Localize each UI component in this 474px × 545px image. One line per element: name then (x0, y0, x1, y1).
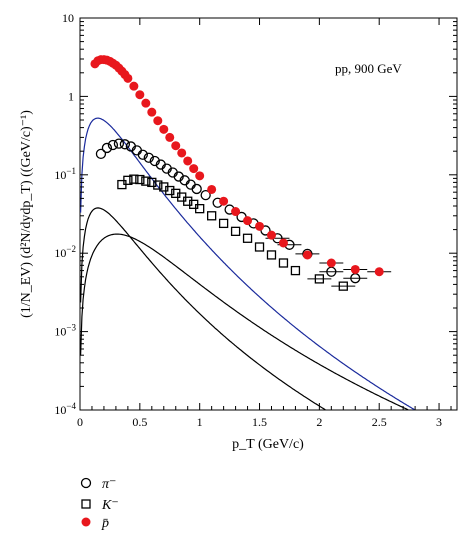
data-point-pi (95, 148, 107, 160)
y-axis-ticks: 10−4 10−3 10−2 10−1 1 10 (54, 11, 457, 417)
y-tick-label: 10−1 (54, 166, 76, 182)
data-point-pi (137, 149, 148, 160)
data-point-kaon (141, 176, 151, 186)
data-point-pi (101, 142, 113, 154)
data-point-pi (143, 152, 154, 163)
data-point-pi (119, 139, 131, 150)
data-point-antiproton (81, 517, 91, 527)
data-point-kaon (290, 265, 301, 276)
data-point-antiproton (183, 156, 193, 166)
data-point-antiproton (219, 196, 229, 206)
data-point-antiproton (189, 164, 199, 174)
data-point-antiproton (278, 238, 288, 248)
data-point-kaon (314, 274, 325, 284)
data-point-kaon (218, 218, 229, 229)
data-point-antiproton (135, 90, 145, 100)
data-points (90, 55, 392, 291)
x-tick-label: 2.5 (372, 415, 387, 429)
data-point-antiproton (159, 124, 169, 134)
data-point-antiproton (147, 107, 157, 117)
data-point-kaon (242, 233, 253, 243)
y-tick-label: 10−3 (54, 323, 76, 339)
data-point-kaon (81, 499, 91, 509)
data-point-pi (113, 138, 125, 149)
data-point-kaon (135, 174, 145, 185)
data-point-antiproton (123, 73, 133, 83)
y-axis-label: (1/N_EV) (d²N/dydp_T) ((GeV/c)⁻¹) (19, 110, 34, 318)
data-point-kaon (195, 204, 205, 214)
data-point-pi (149, 155, 160, 167)
data-point-kaon (338, 281, 348, 291)
data-point-kaon (278, 258, 289, 268)
y-tick-label: 1 (68, 89, 74, 103)
data-point-pi (80, 477, 92, 489)
data-point-antiproton (350, 264, 360, 274)
annotation: pp, 900 GeV (335, 61, 402, 76)
data-point-antiproton (255, 221, 265, 231)
data-point-antiproton (129, 81, 139, 91)
data-point-antiproton (374, 267, 384, 277)
legend-label: π⁻ (102, 477, 116, 492)
data-point-kaon (183, 196, 193, 206)
data-point-kaon (207, 211, 217, 221)
legend-label: K⁻ (101, 498, 119, 513)
data-point-kaon (129, 174, 139, 184)
data-point-antiproton (165, 132, 175, 142)
x-tick-label: 3 (436, 415, 442, 429)
data-point-kaon (266, 250, 277, 260)
fit-curve (80, 233, 409, 411)
data-point-antiproton (207, 184, 217, 194)
data-point-antiproton (153, 116, 163, 126)
y-tick-label: 10−2 (54, 244, 76, 260)
fit-curves (80, 117, 415, 411)
data-point-antiproton (195, 171, 205, 181)
fit-curve (80, 117, 415, 411)
x-tick-label: 0.5 (132, 415, 147, 429)
data-point-kaon (147, 177, 157, 188)
x-axis-ticks: 0 0.5 1 1.5 2 2.5 3 (77, 18, 452, 429)
data-point-antiproton (243, 216, 253, 226)
data-point-kaon (230, 226, 241, 236)
data-point-antiproton (141, 98, 151, 108)
data-point-kaon (165, 185, 175, 196)
x-tick-label: 1.5 (252, 415, 267, 429)
data-point-antiproton (231, 207, 241, 217)
y-tick-label: 10 (62, 11, 74, 25)
data-point-pi (107, 139, 119, 151)
x-axis-label: p_T (GeV/c) (232, 437, 304, 452)
y-tick-label: 10−4 (54, 401, 76, 417)
x-tick-label: 0 (77, 415, 83, 429)
data-point-antiproton (177, 148, 187, 158)
x-tick-label: 1 (197, 415, 203, 429)
data-point-pi (200, 190, 211, 201)
data-point-kaon (153, 180, 163, 190)
plot-frame (79, 17, 458, 411)
fit-curve (80, 207, 326, 411)
data-point-kaon (254, 242, 265, 252)
data-point-antiproton (302, 250, 312, 260)
legend: π⁻ K⁻ p̄ (80, 477, 119, 531)
data-point-antiproton (326, 258, 336, 268)
data-point-kaon (123, 175, 133, 185)
plot-area: 0 0.5 1 1.5 2 2.5 3 10−4 10−3 10−2 10−1 1 10 (54, 11, 458, 429)
data-point-pi (191, 183, 202, 195)
data-point-antiproton (171, 141, 181, 151)
legend-label: p̄ (101, 516, 109, 531)
x-tick-label: 2 (316, 415, 322, 429)
data-point-antiproton (266, 230, 276, 240)
